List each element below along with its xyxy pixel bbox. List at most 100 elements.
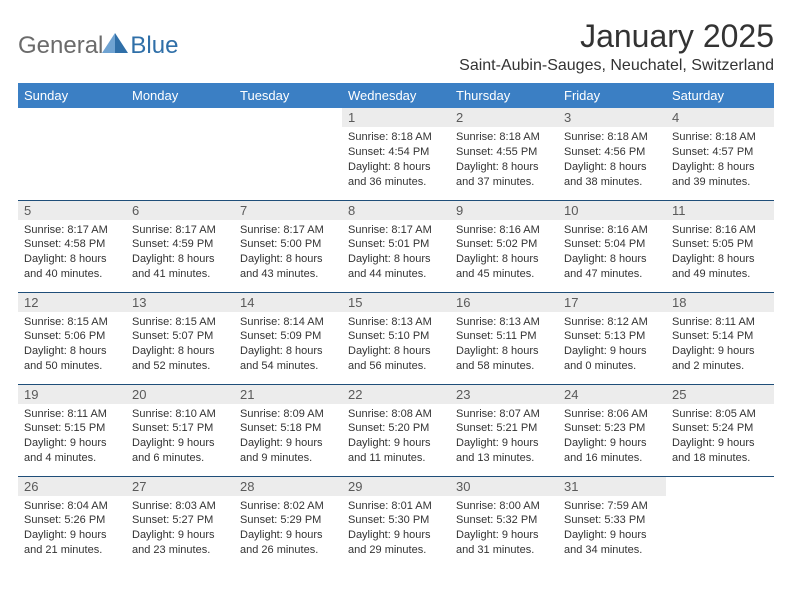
- day-number: 3: [558, 108, 666, 127]
- day-number: 24: [558, 385, 666, 404]
- sunset-text: Sunset: 5:07 PM: [132, 329, 228, 344]
- logo: General Blue: [18, 18, 178, 60]
- calendar-day-cell: [126, 108, 234, 200]
- calendar-day-cell: [234, 108, 342, 200]
- month-title: January 2025: [459, 18, 774, 55]
- day-number: 15: [342, 293, 450, 312]
- day-number: 12: [18, 293, 126, 312]
- sunrise-text: Sunrise: 7:59 AM: [564, 499, 660, 514]
- day-number: 26: [18, 477, 126, 496]
- daylight-text: Daylight: 8 hours and 52 minutes.: [132, 344, 228, 374]
- calendar-day-cell: 27Sunrise: 8:03 AMSunset: 5:27 PMDayligh…: [126, 476, 234, 568]
- day-details: Sunrise: 7:59 AMSunset: 5:33 PMDaylight:…: [558, 496, 666, 561]
- day-number: 28: [234, 477, 342, 496]
- calendar-day-cell: 24Sunrise: 8:06 AMSunset: 5:23 PMDayligh…: [558, 384, 666, 476]
- daylight-text: Daylight: 8 hours and 45 minutes.: [456, 252, 552, 282]
- sunset-text: Sunset: 4:57 PM: [672, 145, 768, 160]
- weekday-header: Thursday: [450, 83, 558, 108]
- calendar-day-cell: 25Sunrise: 8:05 AMSunset: 5:24 PMDayligh…: [666, 384, 774, 476]
- sunset-text: Sunset: 5:10 PM: [348, 329, 444, 344]
- calendar-day-cell: 7Sunrise: 8:17 AMSunset: 5:00 PMDaylight…: [234, 200, 342, 292]
- weekday-header: Wednesday: [342, 83, 450, 108]
- sunrise-text: Sunrise: 8:11 AM: [672, 315, 768, 330]
- sunrise-text: Sunrise: 8:16 AM: [456, 223, 552, 238]
- sunrise-text: Sunrise: 8:09 AM: [240, 407, 336, 422]
- daylight-text: Daylight: 9 hours and 29 minutes.: [348, 528, 444, 558]
- sunset-text: Sunset: 5:21 PM: [456, 421, 552, 436]
- calendar-day-cell: 9Sunrise: 8:16 AMSunset: 5:02 PMDaylight…: [450, 200, 558, 292]
- daylight-text: Daylight: 8 hours and 44 minutes.: [348, 252, 444, 282]
- daylight-text: Daylight: 9 hours and 4 minutes.: [24, 436, 120, 466]
- day-details: Sunrise: 8:18 AMSunset: 4:57 PMDaylight:…: [666, 127, 774, 192]
- daylight-text: Daylight: 9 hours and 26 minutes.: [240, 528, 336, 558]
- day-details: Sunrise: 8:04 AMSunset: 5:26 PMDaylight:…: [18, 496, 126, 561]
- sunset-text: Sunset: 5:15 PM: [24, 421, 120, 436]
- day-number: 23: [450, 385, 558, 404]
- calendar-day-cell: 10Sunrise: 8:16 AMSunset: 5:04 PMDayligh…: [558, 200, 666, 292]
- calendar-day-cell: 23Sunrise: 8:07 AMSunset: 5:21 PMDayligh…: [450, 384, 558, 476]
- sunrise-text: Sunrise: 8:01 AM: [348, 499, 444, 514]
- daylight-text: Daylight: 8 hours and 54 minutes.: [240, 344, 336, 374]
- sunset-text: Sunset: 5:27 PM: [132, 513, 228, 528]
- daylight-text: Daylight: 8 hours and 36 minutes.: [348, 160, 444, 190]
- day-number: 17: [558, 293, 666, 312]
- daylight-text: Daylight: 9 hours and 23 minutes.: [132, 528, 228, 558]
- calendar-week-row: 1Sunrise: 8:18 AMSunset: 4:54 PMDaylight…: [18, 108, 774, 200]
- day-details: Sunrise: 8:18 AMSunset: 4:56 PMDaylight:…: [558, 127, 666, 192]
- day-number: 2: [450, 108, 558, 127]
- daylight-text: Daylight: 9 hours and 6 minutes.: [132, 436, 228, 466]
- weekday-header: Sunday: [18, 83, 126, 108]
- day-details: Sunrise: 8:17 AMSunset: 4:59 PMDaylight:…: [126, 220, 234, 285]
- sunset-text: Sunset: 5:29 PM: [240, 513, 336, 528]
- sunset-text: Sunset: 5:33 PM: [564, 513, 660, 528]
- sunrise-text: Sunrise: 8:18 AM: [348, 130, 444, 145]
- sunrise-text: Sunrise: 8:03 AM: [132, 499, 228, 514]
- sunset-text: Sunset: 5:13 PM: [564, 329, 660, 344]
- calendar-week-row: 19Sunrise: 8:11 AMSunset: 5:15 PMDayligh…: [18, 384, 774, 476]
- weekday-header: Tuesday: [234, 83, 342, 108]
- day-details: Sunrise: 8:16 AMSunset: 5:05 PMDaylight:…: [666, 220, 774, 285]
- day-details: Sunrise: 8:17 AMSunset: 5:01 PMDaylight:…: [342, 220, 450, 285]
- day-details: Sunrise: 8:07 AMSunset: 5:21 PMDaylight:…: [450, 404, 558, 469]
- sunrise-text: Sunrise: 8:12 AM: [564, 315, 660, 330]
- sunset-text: Sunset: 5:18 PM: [240, 421, 336, 436]
- daylight-text: Daylight: 8 hours and 58 minutes.: [456, 344, 552, 374]
- sunrise-text: Sunrise: 8:15 AM: [24, 315, 120, 330]
- sunset-text: Sunset: 5:09 PM: [240, 329, 336, 344]
- sunset-text: Sunset: 5:01 PM: [348, 237, 444, 252]
- day-number: 9: [450, 201, 558, 220]
- sunrise-text: Sunrise: 8:18 AM: [672, 130, 768, 145]
- day-details: Sunrise: 8:14 AMSunset: 5:09 PMDaylight:…: [234, 312, 342, 377]
- daylight-text: Daylight: 8 hours and 50 minutes.: [24, 344, 120, 374]
- day-details: Sunrise: 8:11 AMSunset: 5:14 PMDaylight:…: [666, 312, 774, 377]
- sunset-text: Sunset: 4:54 PM: [348, 145, 444, 160]
- sunrise-text: Sunrise: 8:08 AM: [348, 407, 444, 422]
- day-number: 8: [342, 201, 450, 220]
- sunrise-text: Sunrise: 8:07 AM: [456, 407, 552, 422]
- calendar-day-cell: [18, 108, 126, 200]
- sunrise-text: Sunrise: 8:16 AM: [564, 223, 660, 238]
- day-details: Sunrise: 8:13 AMSunset: 5:11 PMDaylight:…: [450, 312, 558, 377]
- sunrise-text: Sunrise: 8:17 AM: [24, 223, 120, 238]
- sunset-text: Sunset: 5:05 PM: [672, 237, 768, 252]
- daylight-text: Daylight: 8 hours and 38 minutes.: [564, 160, 660, 190]
- sunset-text: Sunset: 5:06 PM: [24, 329, 120, 344]
- day-details: Sunrise: 8:10 AMSunset: 5:17 PMDaylight:…: [126, 404, 234, 469]
- sunrise-text: Sunrise: 8:15 AM: [132, 315, 228, 330]
- sunrise-text: Sunrise: 8:00 AM: [456, 499, 552, 514]
- day-number: 10: [558, 201, 666, 220]
- logo-word2: Blue: [130, 32, 178, 60]
- sunrise-text: Sunrise: 8:17 AM: [348, 223, 444, 238]
- sunset-text: Sunset: 5:00 PM: [240, 237, 336, 252]
- calendar-day-cell: 2Sunrise: 8:18 AMSunset: 4:55 PMDaylight…: [450, 108, 558, 200]
- logo-triangle-icon: [102, 31, 128, 53]
- day-details: Sunrise: 8:01 AMSunset: 5:30 PMDaylight:…: [342, 496, 450, 561]
- calendar-day-cell: 17Sunrise: 8:12 AMSunset: 5:13 PMDayligh…: [558, 292, 666, 384]
- daylight-text: Daylight: 9 hours and 21 minutes.: [24, 528, 120, 558]
- sunrise-text: Sunrise: 8:16 AM: [672, 223, 768, 238]
- day-details: Sunrise: 8:06 AMSunset: 5:23 PMDaylight:…: [558, 404, 666, 469]
- sunrise-text: Sunrise: 8:17 AM: [132, 223, 228, 238]
- day-details: Sunrise: 8:17 AMSunset: 5:00 PMDaylight:…: [234, 220, 342, 285]
- day-number: 31: [558, 477, 666, 496]
- sunrise-text: Sunrise: 8:18 AM: [456, 130, 552, 145]
